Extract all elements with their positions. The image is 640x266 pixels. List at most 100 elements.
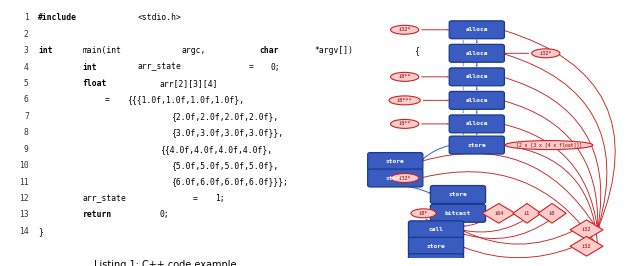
Text: return: return bbox=[83, 210, 112, 219]
Polygon shape bbox=[483, 203, 515, 223]
Text: 0;: 0; bbox=[160, 210, 170, 219]
FancyBboxPatch shape bbox=[449, 92, 504, 109]
Ellipse shape bbox=[505, 141, 593, 149]
FancyBboxPatch shape bbox=[367, 153, 423, 171]
Text: 12: 12 bbox=[19, 194, 29, 203]
Text: alloca: alloca bbox=[465, 74, 488, 79]
Text: 1: 1 bbox=[461, 40, 464, 44]
Text: {{4.0f,4.0f,4.0f,4.0f},: {{4.0f,4.0f,4.0f,4.0f}, bbox=[160, 145, 272, 154]
Text: i32*: i32* bbox=[399, 27, 411, 32]
Text: i8**: i8** bbox=[399, 74, 411, 79]
FancyBboxPatch shape bbox=[449, 44, 504, 62]
Text: {3.0f,3.0f,3.0f,3.0f}},: {3.0f,3.0f,3.0f,3.0f}}, bbox=[171, 128, 283, 137]
Text: int: int bbox=[83, 63, 97, 72]
Text: 1: 1 bbox=[461, 132, 464, 136]
Text: 0;: 0; bbox=[270, 63, 280, 72]
Text: [2 x [3 x [4 x float]]]: [2 x [3 x [4 x float]]] bbox=[516, 143, 582, 148]
FancyBboxPatch shape bbox=[449, 115, 504, 133]
Ellipse shape bbox=[390, 173, 419, 182]
Text: 10: 10 bbox=[19, 161, 29, 170]
Text: arr_state: arr_state bbox=[83, 194, 127, 203]
Text: alloca: alloca bbox=[465, 121, 488, 126]
Text: 6: 6 bbox=[24, 95, 29, 105]
Polygon shape bbox=[570, 220, 603, 240]
Text: 3: 3 bbox=[24, 46, 29, 55]
Text: {{{1.0f,1.0f,1.0f,1.0f},: {{{1.0f,1.0f,1.0f,1.0f}, bbox=[127, 95, 244, 105]
Ellipse shape bbox=[532, 49, 560, 58]
FancyBboxPatch shape bbox=[461, 262, 524, 266]
Text: ret: ret bbox=[431, 260, 442, 265]
Text: i8*: i8* bbox=[419, 211, 428, 216]
Text: }: } bbox=[38, 227, 44, 236]
Text: main(int: main(int bbox=[83, 46, 122, 55]
Text: 1: 1 bbox=[24, 13, 29, 22]
Text: 13: 13 bbox=[19, 210, 29, 219]
Polygon shape bbox=[513, 203, 541, 223]
Text: *argv[]): *argv[]) bbox=[314, 46, 353, 55]
Text: #include: #include bbox=[38, 13, 77, 22]
Text: 4: 4 bbox=[24, 63, 29, 72]
Text: {: { bbox=[413, 46, 419, 55]
FancyBboxPatch shape bbox=[430, 204, 486, 222]
Text: 2: 2 bbox=[24, 30, 29, 39]
Ellipse shape bbox=[411, 209, 436, 218]
Text: bitcast: bitcast bbox=[445, 211, 471, 216]
Ellipse shape bbox=[390, 119, 419, 128]
Text: i32: i32 bbox=[582, 244, 591, 249]
Text: 7: 7 bbox=[24, 112, 29, 121]
Text: i32*: i32* bbox=[399, 176, 411, 181]
Polygon shape bbox=[570, 236, 603, 256]
FancyBboxPatch shape bbox=[430, 186, 486, 203]
Text: 1: 1 bbox=[461, 110, 464, 114]
Ellipse shape bbox=[390, 72, 419, 81]
FancyBboxPatch shape bbox=[408, 221, 463, 239]
Text: store: store bbox=[449, 192, 467, 197]
FancyBboxPatch shape bbox=[367, 169, 423, 187]
Ellipse shape bbox=[390, 25, 419, 34]
Text: alloca: alloca bbox=[465, 98, 488, 103]
Text: =: = bbox=[248, 63, 253, 72]
Text: int: int bbox=[38, 46, 53, 55]
Text: char: char bbox=[259, 46, 278, 55]
Text: {5.0f,5.0f,5.0f,5.0f},: {5.0f,5.0f,5.0f,5.0f}, bbox=[171, 161, 278, 170]
FancyBboxPatch shape bbox=[449, 21, 504, 39]
Text: 1: 1 bbox=[461, 63, 464, 67]
Text: arr_state: arr_state bbox=[138, 63, 182, 72]
Text: i32: i32 bbox=[582, 227, 591, 232]
FancyBboxPatch shape bbox=[408, 237, 463, 255]
Text: float: float bbox=[83, 79, 107, 88]
Text: call: call bbox=[429, 227, 444, 232]
Text: 8: 8 bbox=[24, 128, 29, 137]
Text: 9: 9 bbox=[24, 145, 29, 154]
Text: =: = bbox=[105, 95, 109, 105]
Text: alloca: alloca bbox=[465, 51, 488, 56]
FancyBboxPatch shape bbox=[408, 254, 463, 266]
Text: alloca: alloca bbox=[465, 27, 488, 32]
Text: i32*: i32* bbox=[540, 51, 552, 56]
Polygon shape bbox=[538, 203, 566, 223]
Text: {6.0f,6.0f,6.0f,6.0f}}};: {6.0f,6.0f,6.0f,6.0f}}}; bbox=[171, 178, 288, 186]
Text: 14: 14 bbox=[19, 227, 29, 236]
Text: =: = bbox=[193, 194, 198, 203]
Text: store: store bbox=[467, 143, 486, 148]
Ellipse shape bbox=[389, 96, 420, 105]
Text: 11: 11 bbox=[19, 178, 29, 186]
Text: 5: 5 bbox=[24, 79, 29, 88]
Text: argc,: argc, bbox=[182, 46, 206, 55]
Text: i8: i8 bbox=[549, 211, 555, 216]
Text: <stdio.h>: <stdio.h> bbox=[138, 13, 182, 22]
Text: 1: 1 bbox=[461, 87, 464, 91]
Text: i8***: i8*** bbox=[397, 98, 413, 103]
Text: arr[2][3][4]: arr[2][3][4] bbox=[160, 79, 218, 88]
Text: 1;: 1; bbox=[215, 194, 225, 203]
Text: store: store bbox=[386, 159, 404, 164]
Text: i1: i1 bbox=[524, 211, 530, 216]
Text: {2.0f,2.0f,2.0f,2.0f},: {2.0f,2.0f,2.0f,2.0f}, bbox=[171, 112, 278, 121]
Text: store: store bbox=[386, 176, 404, 181]
FancyBboxPatch shape bbox=[449, 68, 504, 86]
Text: i8**: i8** bbox=[399, 121, 411, 126]
Text: i64: i64 bbox=[494, 211, 504, 216]
Text: Listing 1: C++ code example.: Listing 1: C++ code example. bbox=[93, 260, 239, 266]
FancyBboxPatch shape bbox=[449, 136, 504, 154]
Text: store: store bbox=[427, 244, 445, 249]
